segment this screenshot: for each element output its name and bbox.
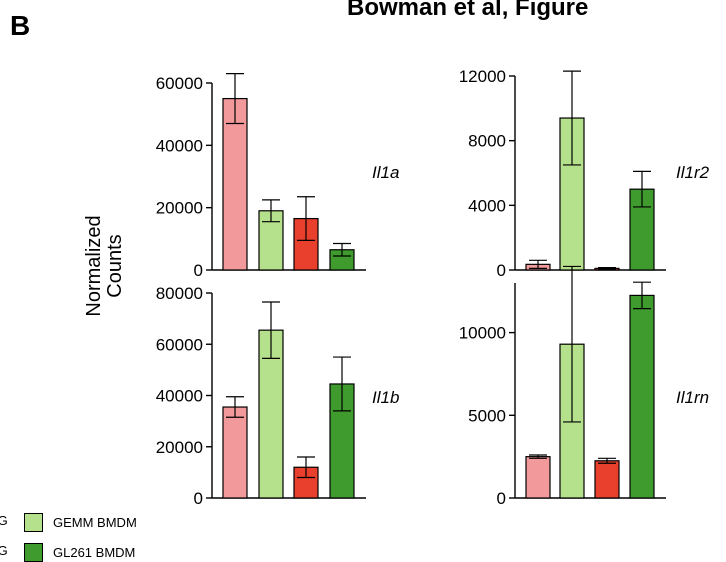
y-tick-label-il1b: 80000 — [156, 284, 203, 303]
legend-item-gl261: GL261 BMDM — [24, 543, 135, 562]
legend-swatch-gemm — [24, 513, 43, 532]
bar-il1rn-4 — [629, 294, 655, 499]
y-tick-label-il1b: 0 — [194, 489, 203, 508]
y-tick-label-il1rn: 0 — [497, 489, 506, 508]
legend-item-gemm: GEMM BMDM — [24, 513, 137, 532]
gene-label-il1a: Il1a — [372, 163, 399, 182]
y-tick-label-il1r2: 8000 — [468, 132, 506, 151]
legend-swatch-gl261 — [24, 543, 43, 562]
legend-item-partial-1: IG — [0, 513, 8, 528]
legend-label-gl261: GL261 BMDM — [53, 545, 136, 560]
legend-partial-label: IG — [0, 513, 8, 528]
gene-label-il1rn: Il1rn — [676, 388, 709, 407]
y-tick-label-il1rn: 5000 — [468, 406, 506, 425]
y-tick-label-il1r2: 12000 — [459, 67, 506, 86]
bar-il1rn-1 — [525, 456, 551, 499]
legend-item-partial-2: IG — [0, 543, 8, 558]
bar-il1b-1 — [222, 406, 248, 499]
y-tick-label-il1a: 40000 — [156, 136, 203, 155]
y-tick-label-il1b: 60000 — [156, 335, 203, 354]
y-tick-label-il1a: 0 — [194, 261, 203, 280]
gene-label-il1b: Il1b — [372, 388, 399, 407]
y-tick-label-il1r2: 0 — [497, 261, 506, 280]
y-tick-label-il1b: 20000 — [156, 438, 203, 457]
bar-il1a-1 — [222, 97, 248, 271]
y-tick-label-il1r2: 4000 — [468, 196, 506, 215]
panel-letter: B — [10, 10, 31, 41]
figure-title: Bowman et al, Figure — [347, 0, 589, 21]
bar-il1rn-3 — [594, 460, 620, 499]
y-tick-label-il1a: 20000 — [156, 199, 203, 218]
gene-label-il1r2: Il1r2 — [676, 163, 710, 182]
legend-label-gemm: GEMM BMDM — [53, 515, 137, 530]
y-tick-label-il1a: 60000 — [156, 74, 203, 93]
y-tick-label-il1b: 40000 — [156, 387, 203, 406]
legend-partial-label: IG — [0, 543, 8, 558]
y-tick-label-il1rn: 10000 — [459, 324, 506, 343]
